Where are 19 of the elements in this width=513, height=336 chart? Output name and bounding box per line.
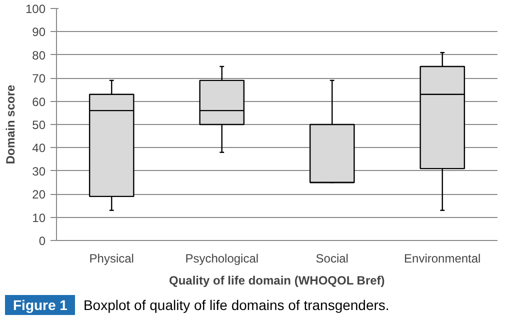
x-tick-label: Physical: [89, 252, 134, 266]
y-tick-label: 80: [32, 48, 46, 62]
y-tick-label: 50: [32, 118, 46, 132]
y-tick-label: 10: [32, 210, 46, 225]
y-tick-label: 60: [32, 94, 46, 109]
y-tick-label: 30: [32, 164, 46, 178]
x-axis-title: Quality of life domain (WHOQOL Bref): [169, 274, 385, 288]
y-tick-label: 90: [32, 25, 46, 40]
y-tick-label: 70: [32, 72, 46, 86]
text: Boxplot of quality of life domains of transgenders.: [83, 297, 390, 313]
y-tick-label: 40: [32, 141, 46, 156]
y-tick-label: 0: [38, 234, 46, 248]
x-tick-label: Environmental: [404, 252, 481, 266]
y-axis-title: Domain score: [3, 84, 18, 164]
y-tick-label: 20: [32, 188, 46, 202]
caption: Figure 1: [5, 295, 76, 315]
y-tick-label: 100: [25, 2, 46, 16]
x-tick-label: Psychological: [185, 252, 259, 266]
x-tick-label: Social: [316, 252, 348, 266]
